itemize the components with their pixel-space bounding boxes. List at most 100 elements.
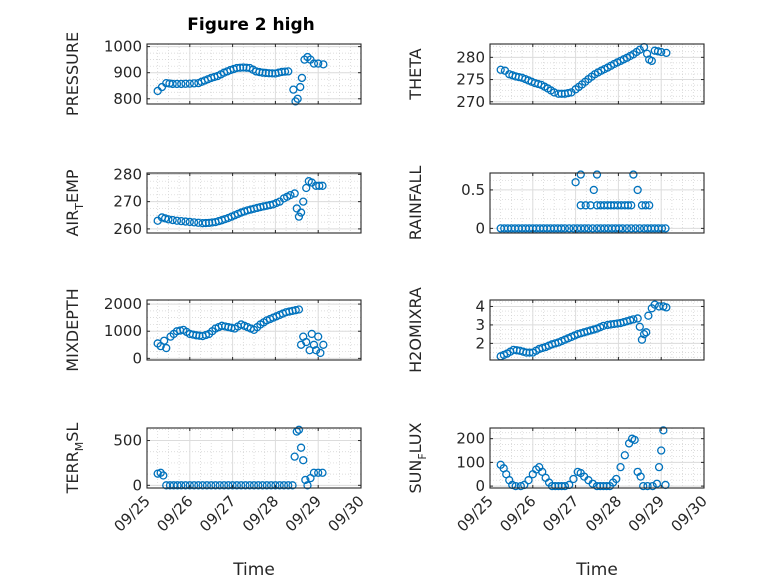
data-point bbox=[496, 65, 505, 74]
data-point bbox=[296, 82, 305, 92]
y-axis-label: RAINFALL bbox=[406, 166, 425, 241]
subplot-4: 0 0.5 RAINFALL bbox=[406, 166, 705, 241]
x-tick-label: 09/29 bbox=[625, 492, 668, 535]
data-point bbox=[629, 170, 638, 179]
y-axis-label: THETA bbox=[406, 48, 425, 100]
data-point bbox=[569, 474, 578, 484]
data-point bbox=[189, 218, 199, 227]
data-point bbox=[173, 481, 182, 490]
data-point bbox=[576, 201, 585, 210]
data-point bbox=[319, 60, 328, 69]
data-point bbox=[309, 340, 319, 349]
data-point bbox=[584, 224, 593, 233]
data-point bbox=[249, 481, 259, 490]
data-point bbox=[303, 481, 312, 490]
data-point bbox=[168, 215, 177, 225]
data-point bbox=[629, 315, 638, 324]
data-point bbox=[156, 468, 165, 477]
data-point bbox=[633, 185, 642, 195]
y-tick-label: 280 bbox=[113, 165, 142, 183]
data-point bbox=[302, 337, 311, 347]
y-axis-label: TERRMSL bbox=[63, 423, 86, 495]
data-point bbox=[288, 481, 297, 490]
data-point bbox=[635, 224, 644, 233]
data-point bbox=[641, 201, 650, 210]
data-point bbox=[588, 479, 597, 488]
data-point bbox=[635, 322, 644, 331]
data-point bbox=[557, 481, 566, 491]
y-tick-label: 200 bbox=[456, 430, 485, 448]
x-tick-label: 09/26 bbox=[153, 492, 196, 535]
data-point bbox=[211, 481, 220, 490]
data-point bbox=[289, 85, 298, 94]
data-point bbox=[291, 97, 300, 106]
data-point bbox=[602, 481, 611, 491]
data-point bbox=[296, 208, 306, 217]
data-point bbox=[631, 224, 640, 233]
subplot-5: 0 1000 2000 MIXDEPTH bbox=[63, 288, 362, 372]
data-point bbox=[299, 456, 308, 465]
data-point bbox=[224, 481, 233, 490]
data-point bbox=[637, 335, 647, 344]
data-point bbox=[293, 94, 302, 103]
data-point bbox=[560, 481, 570, 491]
data-point bbox=[294, 425, 304, 434]
x-axis-label: Time bbox=[232, 560, 275, 580]
y-tick-label: 270 bbox=[113, 193, 142, 211]
x-tick-label: 09/27 bbox=[539, 492, 582, 535]
axes-box bbox=[489, 299, 705, 361]
y-tick-label: 1000 bbox=[104, 322, 142, 340]
x-tick-label: 09/28 bbox=[239, 492, 282, 535]
data-point bbox=[633, 314, 642, 323]
data-point bbox=[262, 481, 271, 490]
x-tick-label: 09/27 bbox=[196, 492, 239, 535]
axes-box bbox=[146, 172, 362, 234]
data-point bbox=[538, 467, 547, 477]
data-point bbox=[314, 332, 323, 341]
y-tick-label: 100 bbox=[456, 453, 485, 471]
data-point bbox=[159, 471, 168, 480]
data-point bbox=[581, 201, 590, 210]
data-point bbox=[219, 481, 229, 490]
axes-box bbox=[489, 427, 705, 489]
data-point bbox=[311, 346, 321, 355]
data-point bbox=[661, 224, 670, 233]
data-point bbox=[194, 481, 203, 490]
data-point bbox=[299, 197, 308, 206]
data-point bbox=[524, 476, 533, 485]
y-tick-label: 275 bbox=[456, 71, 485, 89]
data-point bbox=[565, 224, 574, 233]
data-point bbox=[228, 481, 237, 490]
data-point bbox=[616, 462, 625, 472]
data-point bbox=[172, 79, 182, 89]
data-point bbox=[189, 79, 199, 88]
data-point bbox=[296, 443, 306, 452]
data-point bbox=[202, 481, 212, 490]
data-point bbox=[271, 481, 280, 490]
data-point bbox=[284, 481, 293, 490]
subplot-6: 234 H2OMIXRA bbox=[406, 287, 705, 373]
y-axis-label: AIRTEMP bbox=[63, 169, 86, 236]
subplot-2: 270 275 280 THETA bbox=[406, 42, 705, 111]
data-point bbox=[662, 303, 671, 312]
data-point bbox=[198, 481, 207, 490]
data-point bbox=[648, 481, 657, 491]
figure-title: Figure 2 high bbox=[187, 15, 315, 35]
data-point bbox=[177, 481, 186, 490]
data-point bbox=[620, 451, 629, 460]
data-point bbox=[563, 88, 573, 98]
data-point bbox=[639, 330, 649, 339]
data-point bbox=[550, 88, 559, 97]
y-tick-label: 800 bbox=[113, 90, 142, 108]
data-point bbox=[164, 215, 173, 224]
data-point bbox=[301, 475, 310, 485]
data-point bbox=[309, 468, 319, 477]
data-point bbox=[309, 59, 319, 68]
y-tick-label: 500 bbox=[113, 432, 142, 450]
data-point bbox=[280, 67, 290, 76]
x-axis-label: Time bbox=[575, 560, 618, 580]
data-point bbox=[286, 190, 295, 200]
data-point bbox=[189, 481, 199, 490]
data-point bbox=[630, 435, 639, 445]
